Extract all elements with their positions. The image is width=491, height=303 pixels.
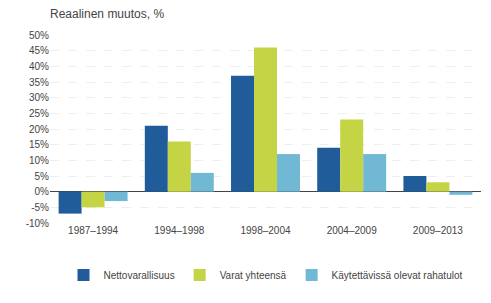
svg-text:-5%: -5% [31, 202, 49, 213]
svg-text:1987–1994: 1987–1994 [68, 225, 118, 236]
svg-text:40%: 40% [29, 61, 49, 72]
svg-text:-10%: -10% [26, 218, 49, 229]
svg-text:1994–1998: 1994–1998 [154, 225, 204, 236]
svg-text:25%: 25% [29, 108, 49, 119]
svg-text:2004–2009: 2004–2009 [327, 225, 377, 236]
svg-text:Nettovarallisuus: Nettovarallisuus [104, 270, 175, 281]
svg-text:45%: 45% [29, 45, 49, 56]
svg-text:15%: 15% [29, 139, 49, 150]
svg-text:Varat yhteensä: Varat yhteensä [220, 270, 287, 281]
svg-text:Käytettävissä olevat rahatulot: Käytettävissä olevat rahatulot [332, 270, 463, 281]
svg-text:20%: 20% [29, 124, 49, 135]
svg-text:50%: 50% [29, 30, 49, 41]
svg-text:Reaalinen muutos, %: Reaalinen muutos, % [50, 7, 164, 21]
svg-text:5%: 5% [35, 171, 50, 182]
svg-text:1998–2004: 1998–2004 [240, 225, 290, 236]
svg-text:0%: 0% [35, 186, 50, 197]
svg-text:2009–2013: 2009–2013 [413, 225, 463, 236]
svg-text:30%: 30% [29, 92, 49, 103]
svg-text:35%: 35% [29, 77, 49, 88]
svg-text:10%: 10% [29, 155, 49, 166]
